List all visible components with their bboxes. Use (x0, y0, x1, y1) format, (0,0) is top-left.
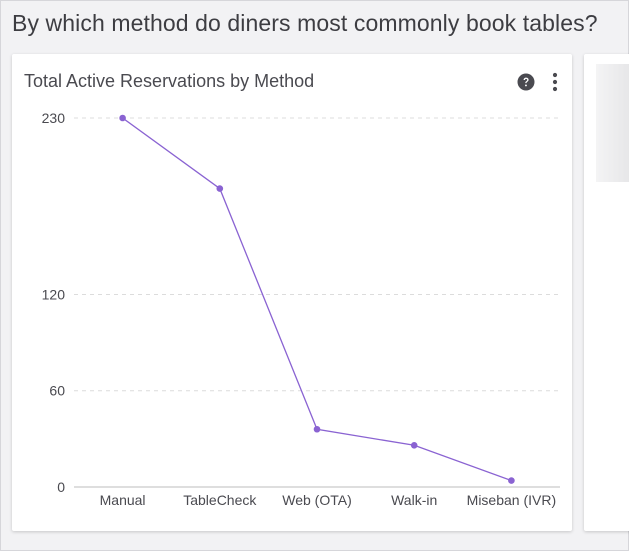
x-tick-label: Manual (100, 492, 146, 508)
y-axis-ticks: 0 60 120 230 (42, 110, 66, 495)
chart-title: Total Active Reservations by Method (24, 71, 315, 91)
chart-card: Total Active Reservations by Method 0 60 1… (12, 54, 572, 531)
next-card-content (596, 64, 629, 182)
y-tick-label: 120 (42, 286, 66, 302)
line-chart: 0 60 120 230 Manual TableCheck Web (OTA) Walk-… (42, 110, 560, 508)
next-card-preview (584, 54, 629, 531)
data-point[interactable] (410, 441, 418, 449)
data-point[interactable] (313, 425, 321, 433)
x-tick-label: Walk-in (391, 492, 437, 508)
data-point[interactable] (119, 114, 126, 122)
y-tick-label: 0 (57, 479, 65, 495)
data-point[interactable] (216, 185, 224, 192)
page-question-heading: By which method do diners most commonly … (12, 10, 598, 36)
grid-lines (74, 117, 560, 488)
vertical-ellipsis-icon[interactable] (548, 72, 562, 92)
x-axis-ticks: Manual TableCheck Web (OTA) Walk-in Miseban … (100, 492, 556, 508)
x-tick-label: Web (OTA) (282, 492, 352, 508)
x-tick-label: TableCheck (183, 492, 257, 508)
data-points (119, 114, 515, 484)
question-circle-icon[interactable] (517, 73, 535, 91)
y-tick-label: 60 (49, 383, 65, 399)
data-point[interactable] (508, 477, 515, 484)
x-tick-label: Miseban (IVR) (467, 492, 556, 508)
y-tick-label: 230 (42, 110, 66, 126)
